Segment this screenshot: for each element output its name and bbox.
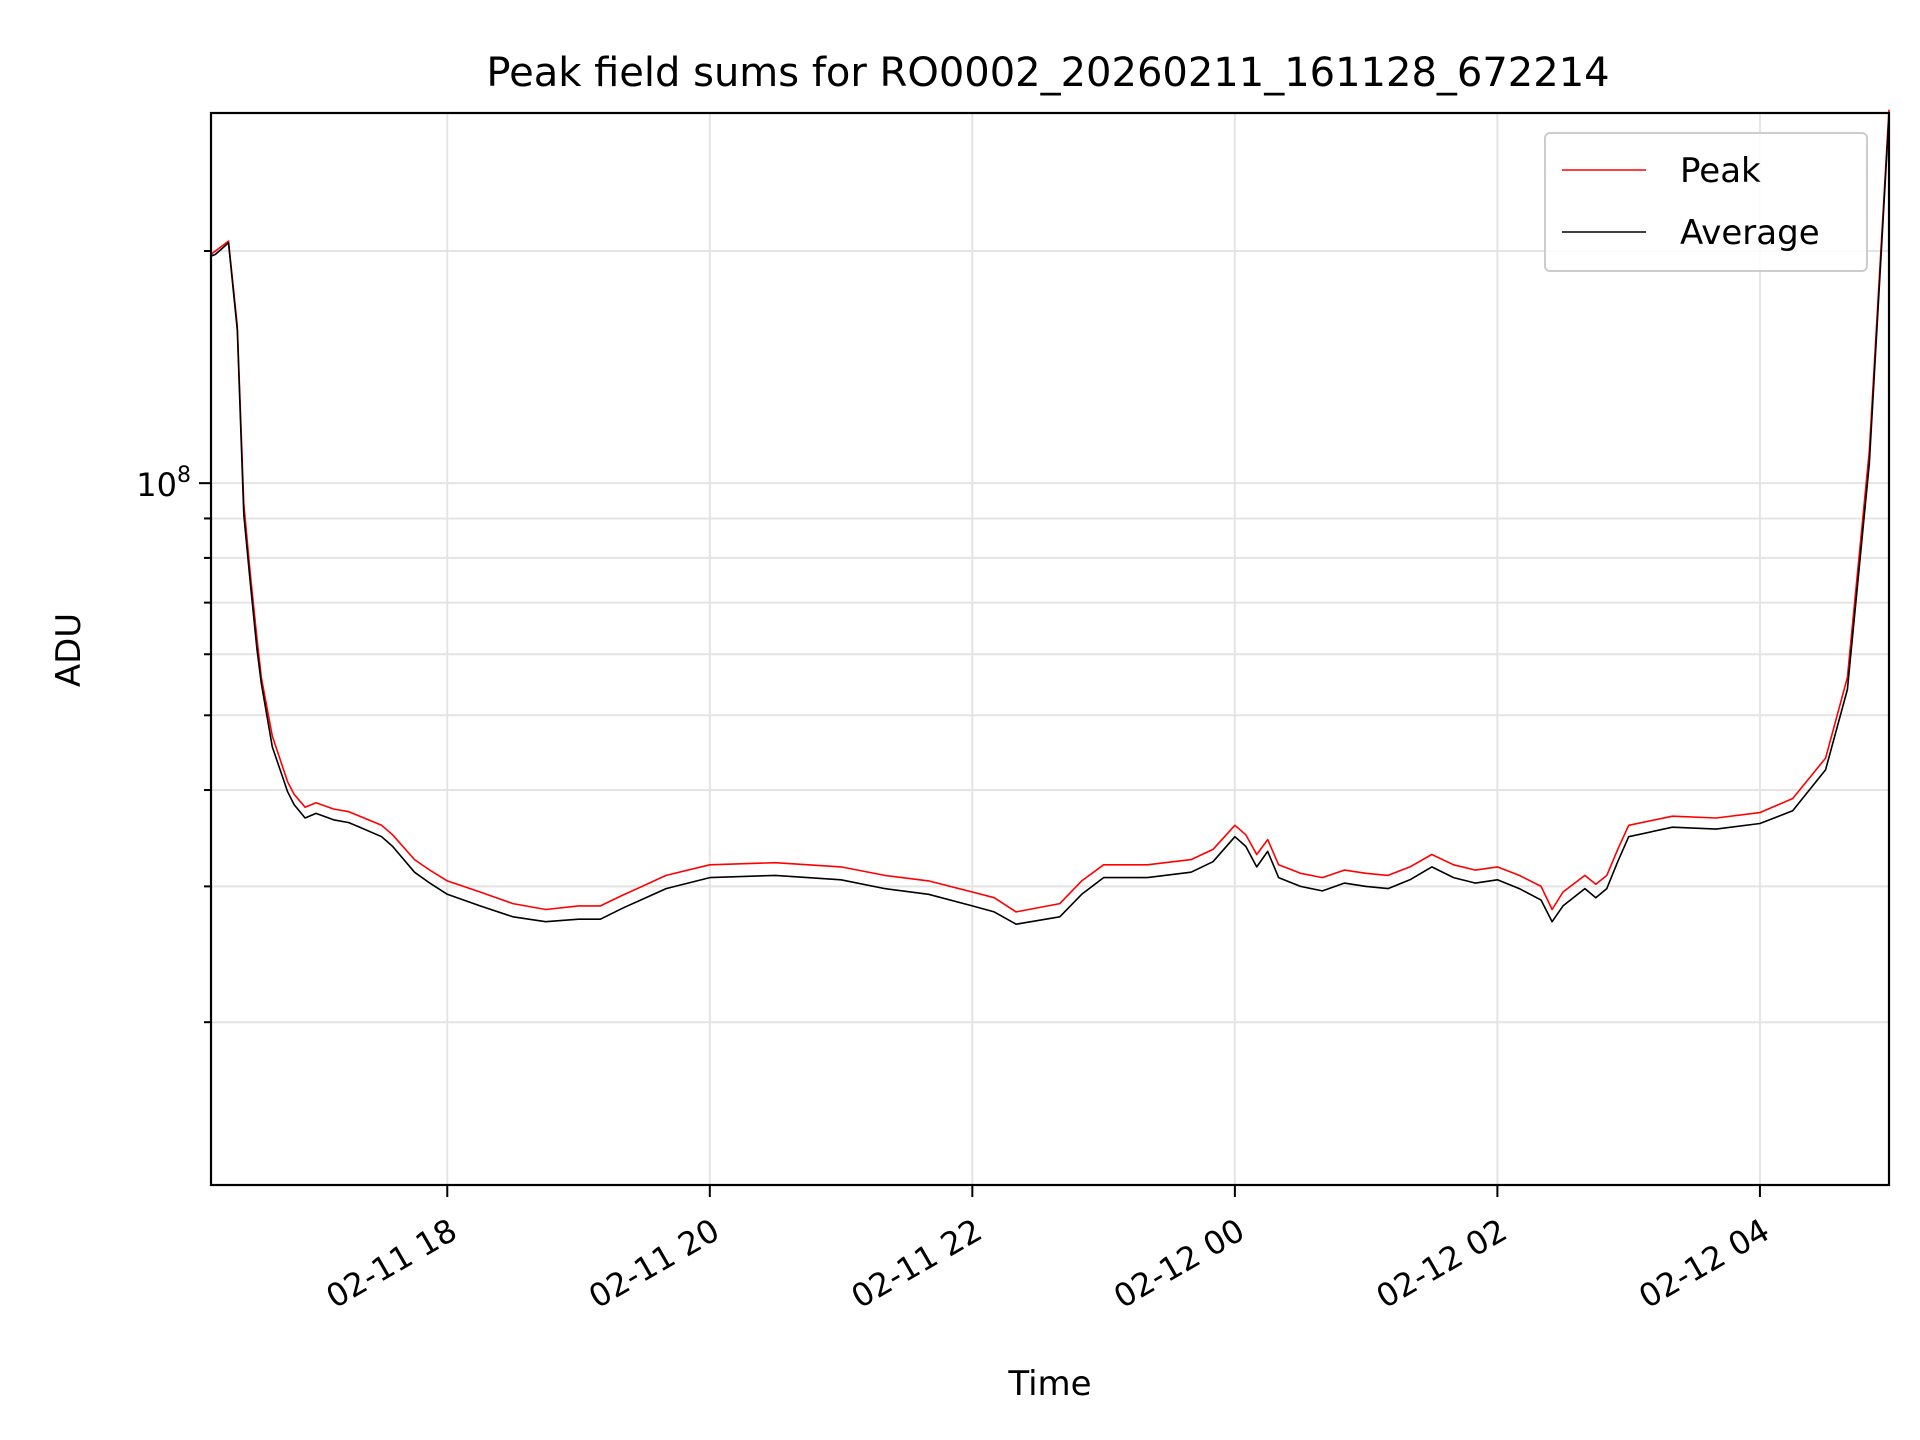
y-axis: 108: [136, 250, 211, 1024]
series-lines: [210, 109, 1890, 925]
legend: Peak Average: [1544, 132, 1868, 272]
x-tick-label: 02-12 04: [1632, 1211, 1776, 1316]
plot-frame: [209, 111, 1891, 1187]
chart-title: Peak field sums for RO0002_20260211_1611…: [486, 50, 1609, 96]
y-axis-label: ADU: [49, 613, 89, 687]
x-tick-label: 02-11 20: [582, 1211, 726, 1316]
y-tick-label: 108: [136, 463, 191, 504]
x-tick-label: 02-11 18: [320, 1211, 464, 1316]
x-axis-label: Time: [1007, 1364, 1091, 1404]
legend-label-average: Average: [1680, 213, 1820, 253]
legend-box: [1544, 132, 1868, 272]
x-tick-label: 02-12 00: [1107, 1211, 1251, 1316]
x-tick-label: 02-11 22: [845, 1211, 989, 1316]
series-line-peak: [210, 109, 1890, 913]
grid-lines: [211, 113, 1889, 1185]
x-axis: 02-11 18 02-11 20 02-11 22 02-12 00 02-12 02…: [320, 1185, 1776, 1316]
x-tick-label: 02-12 02: [1370, 1211, 1514, 1316]
legend-label-peak: Peak: [1680, 151, 1761, 191]
series-line-average: [210, 115, 1890, 925]
